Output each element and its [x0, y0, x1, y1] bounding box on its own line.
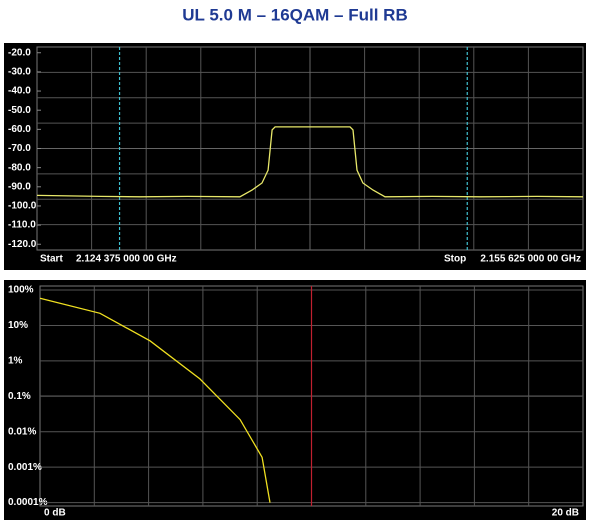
- y-tick-label: 100%: [8, 285, 34, 296]
- x-tick-label: 20 dB: [552, 508, 579, 519]
- y-tick-label: -20.0: [8, 47, 31, 58]
- y-tick-label: -120.0: [8, 239, 37, 250]
- y-tick-label: 0.001%: [8, 462, 42, 473]
- y-tick-label: -80.0: [8, 162, 31, 173]
- y-tick-label: 0.1%: [8, 391, 31, 402]
- start-value: 2.124 375 000 00 GHz: [76, 254, 177, 265]
- y-tick-label: -30.0: [8, 67, 31, 78]
- y-tick-label: -110.0: [8, 220, 36, 231]
- y-tick-label: -100.0: [8, 201, 37, 212]
- y-tick-label: 0.01%: [8, 426, 36, 437]
- y-tick-label: 10%: [8, 320, 28, 331]
- panel: [4, 43, 586, 270]
- y-tick-label: 1%: [8, 356, 23, 367]
- trace: [36, 126, 584, 198]
- trace: [39, 297, 271, 503]
- stop-value: 2.155 625 000 00 GHz: [480, 254, 581, 265]
- x-tick-label: 0 dB: [44, 508, 66, 519]
- stop-label: Stop: [444, 254, 466, 265]
- page-title: UL 5.0 M – 16QAM – Full RB: [182, 5, 407, 24]
- y-tick-label: -50.0: [8, 105, 31, 116]
- y-tick-label: -90.0: [8, 181, 31, 192]
- y-tick-label: -70.0: [8, 143, 31, 154]
- y-tick-label: 0.0001%: [8, 497, 48, 508]
- y-tick-label: -40.0: [8, 86, 31, 97]
- start-label: Start: [40, 254, 63, 265]
- panel: [4, 280, 586, 520]
- y-tick-label: -60.0: [8, 124, 31, 135]
